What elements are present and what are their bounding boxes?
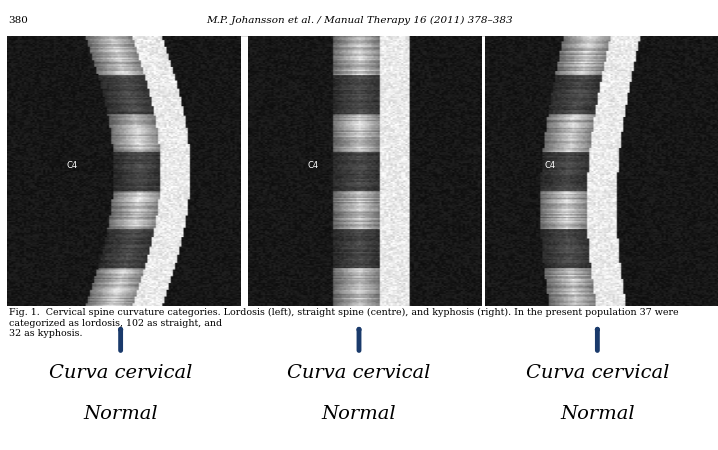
Text: Normal: Normal [322,405,396,423]
Text: Curva cervical: Curva cervical [526,364,669,382]
Text: Fig. 1.  Cervical spine curvature categories. Lordosis (left), straight spine (c: Fig. 1. Cervical spine curvature categor… [9,308,679,338]
Text: Normal: Normal [560,405,635,423]
Text: Normal: Normal [83,405,158,423]
Text: Curva cervical: Curva cervical [287,364,431,382]
Text: Curva cervical: Curva cervical [49,364,192,382]
Text: 380: 380 [9,16,29,25]
Text: C4: C4 [544,161,556,170]
Text: C4: C4 [307,161,319,170]
Text: M.P. Johansson et al. / Manual Therapy 16 (2011) 378–383: M.P. Johansson et al. / Manual Therapy 1… [205,16,513,25]
Text: C4: C4 [67,161,78,170]
